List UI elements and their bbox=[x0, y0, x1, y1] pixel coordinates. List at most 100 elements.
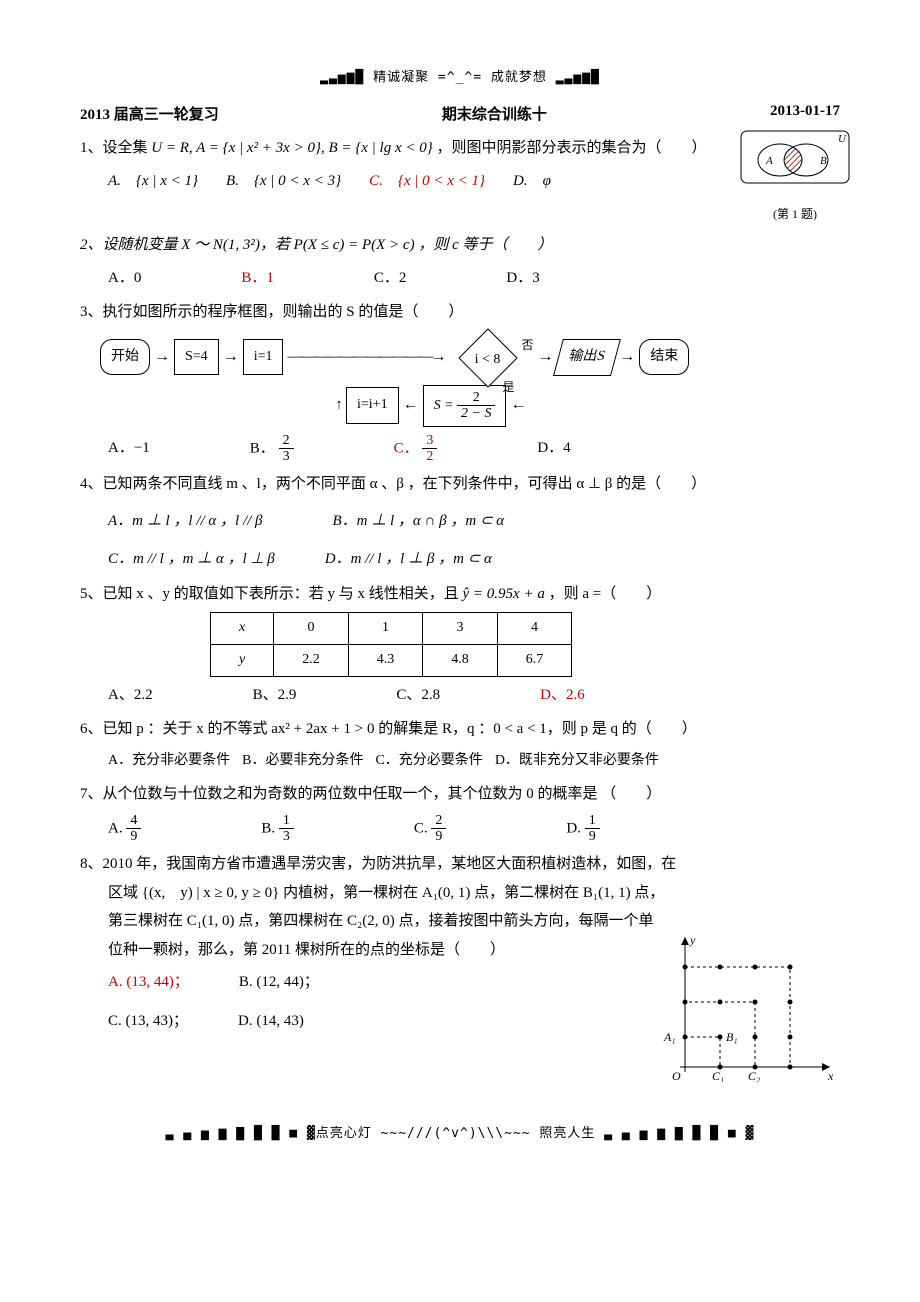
q4: 4、已知两条不同直线 m 、l，两个不同平面 α 、β ，在下列条件中，可得出 … bbox=[80, 470, 840, 574]
q7-opt-c: C. 29 bbox=[414, 813, 447, 845]
fc-out: 输出S bbox=[553, 339, 621, 376]
fc-upd-frac: 2 2 − S bbox=[457, 390, 495, 422]
fc-row1: 开始 → S=4 → i=1 ———————————→ i < 8 否 → 输出… bbox=[100, 335, 840, 379]
fc-s4: S=4 bbox=[174, 339, 219, 376]
arrow-long-icon: ———————————→ bbox=[283, 342, 447, 372]
fc-row2: ↑ i=i+1 ← S = 2 2 − S ← 是 bbox=[332, 385, 840, 427]
venn-svg: U A B bbox=[740, 130, 850, 190]
q3-opt-a: A．−1 bbox=[108, 434, 150, 463]
q6: 6、已知 p ：关于 x 的不等式 ax² + 2ax + 1 > 0 的解集是… bbox=[80, 715, 840, 774]
title-mid: 期末综合训练十 bbox=[442, 103, 547, 124]
title-left: 2013 届高三一轮复习 bbox=[80, 103, 219, 124]
q5-stem-c: ，则 a =（ ） bbox=[549, 586, 662, 602]
cell: 4.8 bbox=[423, 644, 498, 676]
q4-opts: A．m ⊥ l ，l // α ，l // β B．m ⊥ l ，α ∩ β ，… bbox=[108, 507, 840, 574]
venn-U: U bbox=[838, 133, 847, 145]
q6-opt-b: B．必要非充分条件 bbox=[242, 748, 363, 775]
q3-opt-b: B． 2 3 bbox=[250, 433, 294, 465]
lbl-C1: C₁ bbox=[712, 1069, 724, 1082]
fc-yes: 是 bbox=[502, 376, 514, 399]
lbl-B1: B₁ bbox=[726, 1030, 738, 1044]
cell: 2.2 bbox=[274, 644, 349, 676]
cell: 3 bbox=[423, 613, 498, 645]
header-decoration: ▂▃▅▆█ 精诚凝聚 =^_^= 成就梦想 ▂▃▅▆█ bbox=[80, 66, 840, 85]
q4-stem: 4、已知两条不同直线 m 、l，两个不同平面 α 、β ，在下列条件中，可得出 … bbox=[80, 476, 706, 492]
table-row: x 0 1 3 4 bbox=[211, 613, 572, 645]
header-bars-r: ▂▃▅▆█ bbox=[556, 70, 600, 85]
q4-opt-a: A．m ⊥ l ，l // α ，l // β bbox=[108, 507, 263, 536]
lbl: C. bbox=[414, 820, 428, 836]
q1-opt-a: A. {x | x < 1} bbox=[108, 167, 198, 196]
q3-stem: 3、执行如图所示的程序框图，则输出的 S 的值是（ ） bbox=[80, 304, 463, 320]
arrow-icon: → bbox=[150, 342, 174, 372]
q1-opt-c: C. {x | 0 < x < 1} bbox=[369, 167, 485, 196]
frac-den: 9 bbox=[126, 829, 141, 844]
header-motto: 精诚凝聚 =^_^= 成就梦想 bbox=[373, 70, 547, 85]
q7-opts: A. 49 B. 13 C. 29 D. 19 bbox=[108, 813, 840, 845]
page: ▂▃▅▆█ 精诚凝聚 =^_^= 成就梦想 ▂▃▅▆█ 2013 届高三一轮复习… bbox=[0, 0, 920, 1199]
q2-opt-b: B．1 bbox=[241, 264, 274, 293]
lbl-C2: C₂ bbox=[748, 1069, 760, 1082]
fc-start: 开始 bbox=[100, 339, 150, 376]
cell: 6.7 bbox=[497, 644, 572, 676]
frac-num: 1 bbox=[585, 813, 600, 829]
table-row: y 2.2 4.3 4.8 6.7 bbox=[211, 644, 572, 676]
frac-den: 9 bbox=[431, 829, 446, 844]
q3-opt-c-lbl: C． bbox=[394, 440, 419, 456]
q2-stem: 2、设随机变量 X ～ N(1, 3²)，若 P(X ≤ c) = P(X > … bbox=[80, 237, 553, 253]
frac-den: 3 bbox=[279, 829, 294, 844]
origin: O bbox=[672, 1069, 681, 1082]
tree-svg: y x O A₁ B₁ bbox=[660, 932, 840, 1082]
q8-opt-d: D. (14, 43) bbox=[238, 1007, 304, 1036]
frac-num: 3 bbox=[422, 433, 437, 449]
fc-end: 结束 bbox=[639, 339, 689, 376]
frac-den: 3 bbox=[279, 449, 294, 464]
q2-opt-a: A．0 bbox=[108, 264, 141, 293]
q8-opt-b: B. (12, 44)； bbox=[239, 968, 319, 997]
title-right: 2013-01-17 bbox=[770, 103, 840, 124]
fc-upd-num: 2 bbox=[457, 390, 495, 406]
q8-line3-text: 第三棵树在 C₁(1, 0) 点，第四棵树在 C₂(2, 0) 点，接着按图中箭… bbox=[108, 913, 653, 929]
frac-den: 9 bbox=[585, 829, 600, 844]
q6-opt-d: D．既非充分又非必要条件 bbox=[495, 748, 659, 775]
q5-opt-b: B、2.9 bbox=[253, 681, 297, 710]
q3-flowchart: 开始 → S=4 → i=1 ———————————→ i < 8 否 → 输出… bbox=[100, 335, 840, 427]
arrow-icon: → bbox=[534, 342, 558, 372]
q2-opt-d: D．3 bbox=[506, 264, 539, 293]
cell: 0 bbox=[274, 613, 349, 645]
q1-opt-d: D. φ bbox=[513, 167, 551, 196]
lbl: B. bbox=[261, 820, 275, 836]
q6-opts: A．充分非必要条件 B．必要非充分条件 C．充分必要条件 D．既非充分又非必要条… bbox=[108, 748, 840, 775]
cell: 1 bbox=[348, 613, 423, 645]
q4-opt-c: C．m // l ，m ⊥ α ，l ⊥ β bbox=[108, 545, 275, 574]
q5-opt-c: C、2.8 bbox=[396, 681, 440, 710]
header-bars-l: ▂▃▅▆█ bbox=[320, 70, 364, 85]
q3-opt-c-frac: 3 2 bbox=[422, 433, 437, 465]
q3-opt-b-lbl: B． bbox=[250, 440, 275, 456]
q6-stem: 6、已知 p ：关于 x 的不等式 ax² + 2ax + 1 > 0 的解集是… bbox=[80, 721, 697, 737]
fc-upd: S = 2 2 − S bbox=[423, 385, 507, 427]
q1-stem-a: 1、设全集 bbox=[80, 140, 148, 156]
q1-opt-b: B. {x | 0 < x < 3} bbox=[226, 167, 341, 196]
axis-x: x bbox=[827, 1069, 834, 1082]
q5-opts: A、2.2 B、2.9 C、2.8 D、2.6 bbox=[108, 681, 840, 710]
lbl-A1: A₁ bbox=[663, 1030, 676, 1044]
q3: 3、执行如图所示的程序框图，则输出的 S 的值是（ ） 开始 → S=4 → i… bbox=[80, 298, 840, 464]
q7-opt-d: D. 19 bbox=[566, 813, 599, 845]
q7-opt-b: B. 13 bbox=[261, 813, 294, 845]
q8-figure: y x O A₁ B₁ bbox=[660, 932, 840, 1093]
q2-opt-c: C．2 bbox=[374, 264, 407, 293]
q5-stem-a: 5、已知 x 、y 的取值如下表所示：若 y 与 x 线性相关，且 bbox=[80, 586, 463, 602]
q2: 2、设随机变量 X ～ N(1, 3²)，若 P(X ≤ c) = P(X > … bbox=[80, 231, 840, 292]
q8-line1: 8、2010 年，我国南方省市遭遇旱涝灾害，为防洪抗旱，某地区大面积植树造林，如… bbox=[80, 850, 840, 879]
fc-cond-wrap: i < 8 bbox=[447, 335, 527, 379]
venn-B: B bbox=[820, 155, 827, 167]
q8-opt-a: A. (13, 44)； bbox=[108, 968, 189, 997]
axis-y: y bbox=[689, 933, 696, 947]
footer-decoration: ▃ ▄ ▅ ▆ ▇ █ █ ■ ▓点亮心灯 ~~~///(^v^)\\\~~~ … bbox=[80, 1122, 840, 1141]
fc-upd-lhs: S = bbox=[434, 398, 454, 413]
frac-num: 2 bbox=[279, 433, 294, 449]
frac-num: 2 bbox=[431, 813, 446, 829]
frac-num: 4 bbox=[126, 813, 141, 829]
arrow-left-icon: ← bbox=[399, 390, 423, 420]
